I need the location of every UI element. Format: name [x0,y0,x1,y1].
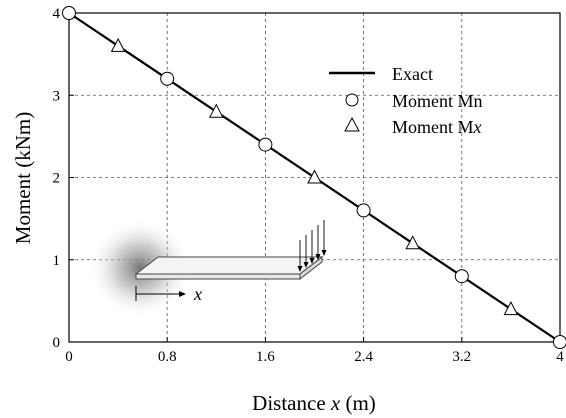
legend-swatch-mx [344,116,360,132]
x-tick-label-1: 0.8 [158,349,177,365]
load-arrow-head-1 [303,262,309,268]
data-point-mn-4 [454,269,469,284]
data-point-mx-4 [503,301,519,316]
y-tick-label-4: 4 [53,6,61,22]
y-tick-label-1: 1 [53,253,61,269]
cantilever-inset: x [88,218,327,318]
load-arrow-head-4 [321,250,327,256]
x-axis-label: Distance x (m) [252,391,376,415]
x-tick-label-2: 1.6 [256,349,275,365]
y-axis-label: Moment (kNm) [11,112,35,244]
legend-label-mx: Moment Mx [392,117,482,137]
data-point-mx-1 [208,103,224,118]
x-axis-ticks: 0 0.8 1.6 2.4 3.2 4 [65,337,564,365]
legend-label-mx-prefix: Moment M [392,117,474,137]
series-markers [62,6,566,349]
inset-x-label: x [193,284,202,304]
load-arrow-head-2 [309,258,315,264]
y-axis-ticks: 0 1 2 3 4 [53,6,74,351]
legend-swatch-mn [345,93,359,107]
x-axis-label-var: x [330,391,341,415]
x-axis-label-prefix: Distance [252,391,331,415]
x-tick-label-3: 2.4 [354,349,373,365]
data-point-mx-0 [110,37,126,52]
x-tick-label-0: 0 [65,349,73,365]
data-point-mn-5 [553,335,566,349]
legend-label-mx-var: x [473,117,482,137]
y-tick-label-0: 0 [53,335,61,351]
x-tick-label-5: 4 [556,349,564,365]
legend-label-mn: Moment Mn [392,91,483,111]
data-point-mn-0 [62,6,76,20]
data-point-mx-3 [405,235,421,250]
gridlines [69,13,560,342]
data-point-mn-2 [258,137,273,152]
legend: Exact Moment Mn Moment Mx [329,64,483,137]
load-arrows [297,220,327,272]
beam-front-face [135,273,301,280]
beam-end-face [299,255,323,281]
x-axis-label-suffix: (m) [340,391,376,415]
data-point-mx-2 [307,169,322,184]
load-arrow-head-0 [297,266,303,272]
x-axis-arrow-head [179,291,186,297]
data-point-mn-3 [356,203,371,218]
x-tick-label-4: 3.2 [452,349,471,365]
legend-label-exact: Exact [392,64,433,84]
beam-top-face [134,256,324,275]
load-arrow-head-3 [315,254,321,260]
y-tick-label-3: 3 [53,88,61,104]
data-point-mn-1 [160,71,175,86]
y-tick-label-2: 2 [53,171,61,187]
wall-shadow [88,218,192,318]
